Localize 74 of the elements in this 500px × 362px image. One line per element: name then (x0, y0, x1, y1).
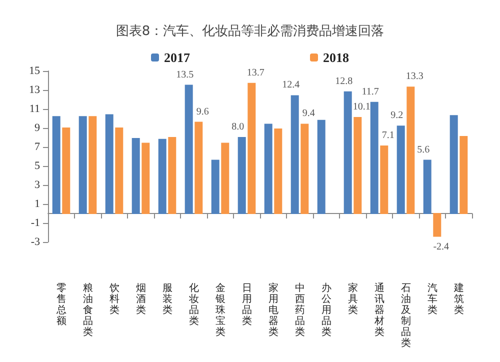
bar (211, 160, 220, 214)
data-label: 12.8 (335, 76, 353, 87)
x-tick-label: 建筑类 (452, 282, 464, 316)
bar (88, 116, 97, 214)
bar (115, 128, 124, 214)
bar (132, 138, 140, 214)
data-label: 13.7 (246, 67, 264, 78)
y-tick-label: 1 (34, 198, 40, 210)
data-label: 12.4 (282, 80, 300, 91)
bar (433, 213, 442, 237)
bar (194, 122, 203, 214)
legend-label: 2017 (164, 50, 190, 65)
bar (370, 102, 378, 214)
data-label: 10.1 (352, 102, 370, 113)
bar (62, 128, 70, 214)
data-label: 5.6 (417, 144, 430, 156)
bar (344, 91, 352, 214)
bar (406, 86, 415, 214)
bar (184, 84, 193, 214)
bar (396, 126, 405, 214)
data-label: 9.2 (390, 110, 404, 122)
y-tick-label: 3 (34, 179, 40, 191)
y-tick-label: 7 (34, 141, 40, 153)
x-tick-label: 办公用品类 (321, 282, 332, 338)
bar (423, 160, 432, 214)
y-tick-label: 11 (29, 103, 40, 115)
x-tick-label: 日用品类 (242, 283, 252, 328)
bar (290, 95, 299, 214)
bar (317, 120, 326, 214)
data-label: 9.4 (302, 108, 315, 120)
y-tick-label: -3 (30, 236, 40, 248)
x-tick-label: 烟酒类 (136, 282, 146, 316)
bar (158, 138, 166, 214)
y-tick-label: -1 (30, 217, 40, 229)
x-tick-label: 中西药品类 (294, 282, 305, 338)
data-label: -2.4 (433, 241, 450, 252)
bar (78, 116, 87, 214)
data-label: 8.0 (232, 122, 244, 132)
x-tick-label: 家具类 (348, 282, 358, 316)
chart-title: 图表8：汽车、化妆品等非必需消费品增速回落 (116, 24, 384, 39)
bar (450, 115, 458, 214)
bar (221, 142, 230, 214)
bar (460, 136, 468, 214)
x-tick-label: 饮料类 (108, 283, 120, 316)
bar (354, 117, 362, 214)
data-label: 11.7 (362, 86, 379, 98)
bar (274, 128, 282, 214)
bar (380, 146, 388, 214)
data-label: 13.3 (406, 71, 424, 82)
x-tick-label: 家用电器类 (268, 282, 278, 338)
bar (168, 137, 176, 214)
bar (105, 114, 114, 214)
y-tick-label: 5 (34, 160, 40, 172)
bar (300, 124, 309, 214)
bar (142, 142, 150, 214)
y-tick-label: 13 (29, 84, 40, 96)
data-label: 13.5 (176, 69, 194, 80)
y-tick-label: 9 (34, 122, 40, 134)
bar (264, 124, 272, 214)
x-tick-label: 化妆品类 (188, 282, 199, 328)
x-tick-label: 石油及制品类 (400, 283, 411, 350)
x-tick-label: 通讯器材类 (373, 282, 384, 338)
bar (238, 137, 246, 214)
y-tick-label: 15 (29, 65, 40, 77)
x-tick-label: 粮油食品类 (82, 282, 93, 338)
x-tick-label: 服装类 (162, 283, 172, 316)
x-tick-label: 汽车类 (427, 282, 438, 316)
x-tick-label: 金银珠宝类 (214, 282, 226, 338)
data-label: 9.6 (196, 106, 209, 118)
x-tick-label: 零售总额 (55, 283, 66, 328)
legend-label: 2018 (323, 50, 350, 65)
bar (248, 82, 256, 214)
data-label: 7.1 (382, 130, 394, 142)
bar (52, 116, 60, 214)
